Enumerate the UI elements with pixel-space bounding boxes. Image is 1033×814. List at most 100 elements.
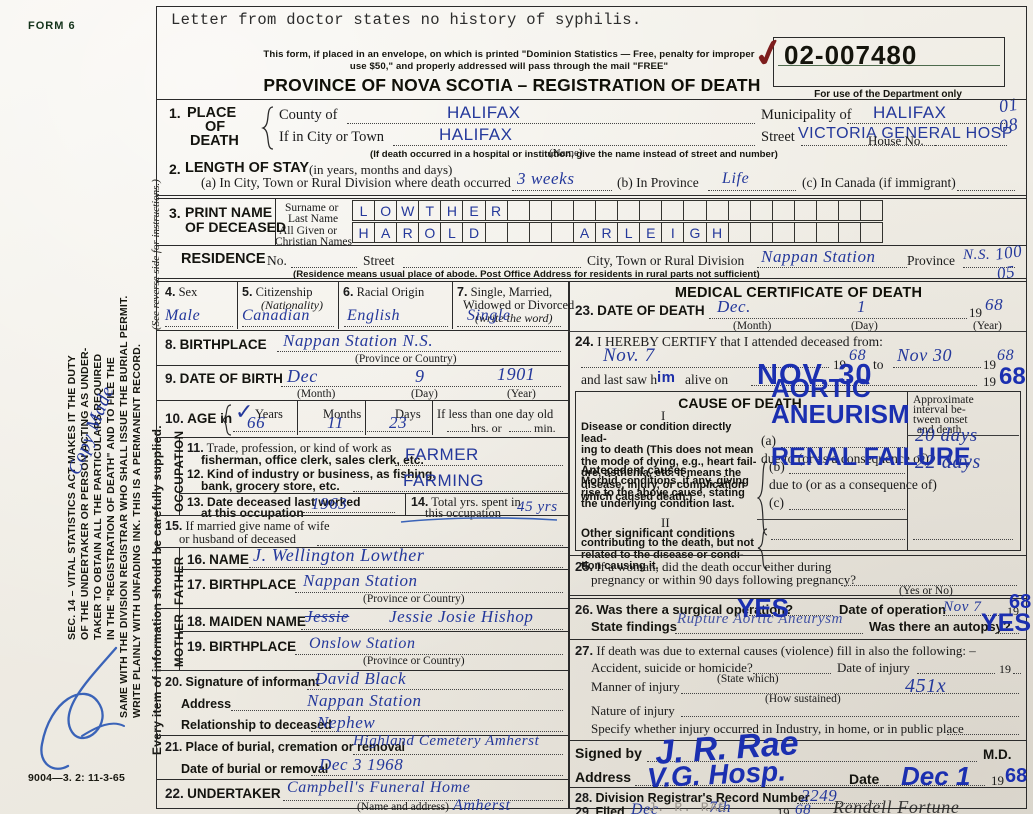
direct-cause-label-5: disease, injury, or complication bbox=[581, 478, 745, 491]
autopsy-label: Was there an autopsy? bbox=[869, 619, 1011, 634]
envelope-note-line2: use $50," and properly addressed will pa… bbox=[349, 61, 669, 72]
legal-notice-line-1: SEC. 14 – VITAL STATISTICS ACT MAKES IT … bbox=[66, 355, 78, 640]
injury-date-label: Date of injury bbox=[837, 660, 910, 675]
section19-label: BIRTHPLACE bbox=[209, 639, 297, 654]
section22-number: 22. bbox=[165, 786, 184, 801]
direct-cause-label-3: the mode of dying, e.g., heart fail- bbox=[581, 455, 757, 468]
name-grid-cell bbox=[771, 222, 795, 243]
operation-year-value: 68 bbox=[1009, 591, 1032, 613]
attended-from-year: 68 bbox=[849, 347, 867, 364]
name-grid-cell: E bbox=[639, 222, 663, 243]
section10-label: AGE in bbox=[187, 411, 233, 426]
informant-relationship-value: Nephew bbox=[317, 713, 376, 732]
attended-to-label: to bbox=[873, 357, 884, 372]
envelope-note-line1: This form, if placed in an envelope, on … bbox=[263, 49, 755, 60]
cause-row-a-value: ANEURISM bbox=[771, 399, 910, 429]
residence-no-label: No. bbox=[267, 253, 287, 268]
section6-number: 6. bbox=[343, 285, 354, 299]
section4-label: Sex bbox=[178, 285, 198, 299]
operation-year-prefix: 19 bbox=[1007, 604, 1019, 618]
residence-province-label: Province bbox=[907, 253, 955, 268]
registration-number: 02-007480 bbox=[784, 40, 918, 70]
municipality-value: HALIFAX bbox=[873, 103, 947, 122]
section21-place-label: Place of burial, cremation or removal bbox=[185, 740, 406, 754]
age-months-label: Months bbox=[323, 407, 362, 421]
birth-day-value: 9 bbox=[415, 366, 425, 386]
section19-number: 19. bbox=[187, 639, 206, 654]
item14-value: 45 yrs bbox=[517, 499, 558, 515]
death-year-prefix: 19 bbox=[969, 305, 982, 320]
interval-header-1: Approximate bbox=[913, 394, 974, 406]
section3-label-2: OF DECEASED bbox=[185, 219, 287, 235]
last-saw-year-prefix: 19 bbox=[983, 374, 996, 389]
item12-label-1: Kind of industry or business, as fishing… bbox=[207, 467, 436, 481]
last-saw-year: 68 bbox=[999, 363, 1026, 390]
section1-label-of: OF bbox=[205, 119, 226, 135]
item13-value: 1963 bbox=[311, 494, 348, 513]
name-grid-cell bbox=[506, 200, 530, 221]
last-saw-alive-value: NOV. 30 bbox=[757, 359, 873, 391]
father-name-value: J. Wellington Lowther bbox=[253, 545, 425, 565]
stay-b-value: Life bbox=[722, 170, 750, 187]
street-label: Street bbox=[761, 129, 795, 145]
name-grid-cell: I bbox=[661, 222, 685, 243]
attended-to-value: Nov 30 bbox=[897, 345, 953, 365]
section21-date-label: Date of burial or removal bbox=[181, 762, 329, 776]
form-frame: Letter from doctor states no history of … bbox=[156, 6, 1031, 814]
section29-label: Filed bbox=[595, 805, 625, 814]
attended-from-value: Nov. 7 bbox=[603, 345, 655, 366]
item13-label-1: Date deceased last worked bbox=[207, 495, 361, 509]
state-findings-value: Rupture Aortic Aneurysm bbox=[677, 611, 844, 627]
residence-street-label: Street bbox=[363, 253, 395, 268]
name-grid-cell bbox=[484, 222, 508, 243]
typed-annotation: Letter from doctor states no history of … bbox=[171, 11, 642, 29]
stay-a-label: (a) In City, Town or Rural Division wher… bbox=[201, 175, 511, 190]
cause-row-b-key: (b) bbox=[769, 459, 785, 474]
signed-by-label: Signed by bbox=[575, 745, 642, 761]
age-min-label: min. bbox=[534, 421, 556, 435]
state-which-label: (State which) bbox=[717, 673, 779, 685]
attended-to-year-prefix: 19 bbox=[983, 357, 996, 372]
mother-birthplace-value: Onslow Station bbox=[309, 635, 416, 652]
undertaker-address-value: Amherst bbox=[453, 797, 511, 814]
name-grid-cell bbox=[815, 200, 840, 221]
stay-c-label: (c) In Canada (if immigrant) bbox=[802, 175, 956, 190]
section25-sublabel: (Yes or No) bbox=[899, 585, 953, 597]
name-grid-cell bbox=[860, 222, 884, 243]
cause-row-a-interval: 20 days bbox=[915, 425, 978, 446]
city-value: HALIFAX bbox=[439, 125, 513, 144]
name-grid-cell: O bbox=[374, 200, 398, 221]
doctor-date-label: Date bbox=[849, 771, 880, 787]
antecedent-label-3: rise to the above cause, stating bbox=[581, 486, 745, 499]
cause-row-a-key: (a) bbox=[761, 433, 776, 448]
manner-injury-label: Manner of injury bbox=[591, 679, 680, 694]
name-grid-cell bbox=[550, 222, 574, 243]
doctor-address-label: Address bbox=[575, 769, 632, 785]
other-conditions-label-2: contributing to the death, but not bbox=[581, 537, 754, 549]
name-grid-cell bbox=[705, 200, 729, 221]
section22-label: UNDERTAKER bbox=[187, 786, 281, 801]
residence-province-value: N.S. bbox=[963, 247, 991, 263]
name-grid-cell: H bbox=[440, 200, 464, 221]
section25-label-2: pregnancy or within 90 days following pr… bbox=[591, 572, 856, 587]
section20-relationship-label: Relationship to deceased bbox=[181, 718, 332, 732]
section6-label: Racial Origin bbox=[356, 285, 425, 299]
section10-number: 10. bbox=[165, 411, 184, 426]
name-grid-cell bbox=[528, 200, 552, 221]
name-grid-cell bbox=[771, 200, 795, 221]
name-grid-cell bbox=[550, 200, 574, 221]
due-to-label-b: due to (or as a consequence of) bbox=[769, 477, 937, 492]
residence-city-value: Nappan Station bbox=[761, 247, 876, 266]
age-check-icon: ✓ bbox=[235, 399, 254, 424]
burial-place-value: Highland Cemetery Amherst bbox=[353, 733, 540, 749]
item12-label-2: bank, grocery store, etc. bbox=[201, 479, 340, 493]
street-value: VICTORIA GENERAL HOSP bbox=[798, 125, 1013, 142]
doctor-address-value: V.G. Hosp. bbox=[646, 755, 787, 794]
name-grid-cell: H bbox=[352, 222, 376, 243]
md-label: M.D. bbox=[983, 747, 1012, 762]
name-grid-cell bbox=[838, 222, 862, 243]
surname-label-1: Surname or bbox=[285, 202, 339, 214]
birth-year-value: 1901 bbox=[497, 364, 536, 384]
